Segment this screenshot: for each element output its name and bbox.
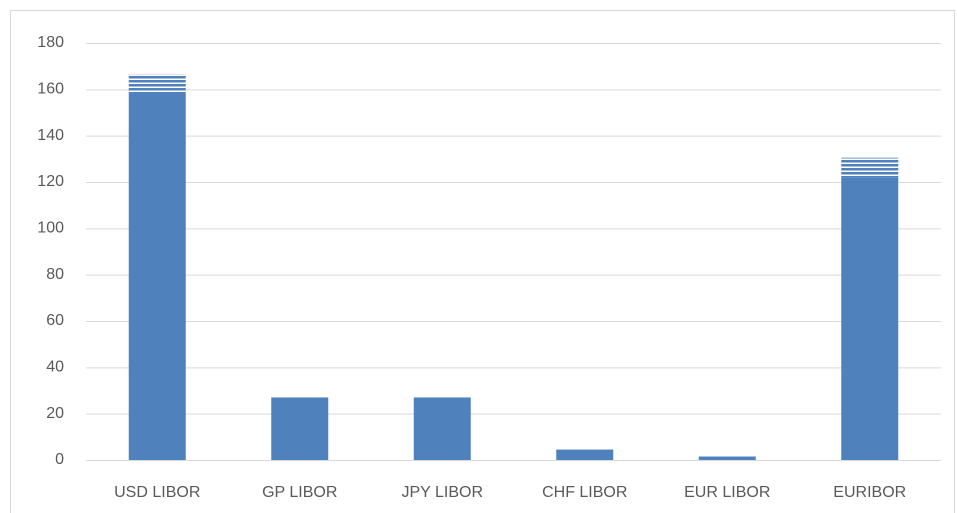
y-tick-label: 120 xyxy=(37,173,64,190)
y-tick-label: 0 xyxy=(55,451,64,468)
y-tick-label: 140 xyxy=(37,127,64,144)
bar-segment xyxy=(271,397,329,460)
bar-segment xyxy=(413,397,471,460)
bar-segment xyxy=(698,456,756,460)
bar-segment xyxy=(841,157,899,178)
bar-segment xyxy=(128,93,186,460)
x-tick-label: EUR LIBOR xyxy=(684,484,770,501)
bar-segment xyxy=(556,449,614,460)
bar-segment xyxy=(841,177,899,460)
y-tick-label: 100 xyxy=(37,220,64,237)
x-tick-label: CHF LIBOR xyxy=(542,484,627,501)
y-tick-label: 40 xyxy=(46,359,64,376)
x-tick-label: GP LIBOR xyxy=(262,484,337,501)
x-tick-label: JPY LIBOR xyxy=(401,484,483,501)
y-tick-label: 80 xyxy=(46,266,64,283)
y-tick-label: 60 xyxy=(46,312,64,329)
bar-segment xyxy=(128,74,186,94)
y-tick-label: 180 xyxy=(37,34,64,51)
x-tick-label: USD LIBOR xyxy=(114,484,200,501)
y-tick-label: 20 xyxy=(46,405,64,422)
chart-frame xyxy=(10,10,955,513)
x-tick-label: EURIBOR xyxy=(833,484,906,501)
y-tick-label: 160 xyxy=(37,81,64,98)
